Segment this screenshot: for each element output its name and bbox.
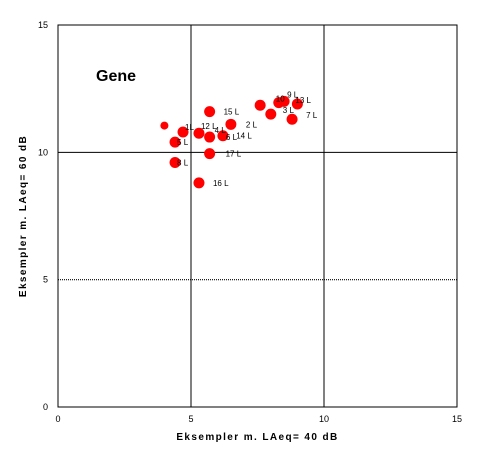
data-point xyxy=(217,130,229,142)
point-label: 8 L xyxy=(177,159,189,168)
point-label: 2 L xyxy=(246,120,258,129)
tick-labels: 0 5 10 15 0 5 10 15 xyxy=(38,20,462,424)
point-label: 7 L xyxy=(306,111,318,120)
x-tick-label: 5 xyxy=(188,414,193,424)
data-point xyxy=(254,99,266,111)
data-point xyxy=(160,121,169,130)
data-point xyxy=(169,157,181,169)
y-axis-title: Eksempler m. LAeq= 60 dB xyxy=(18,135,29,297)
y-tick-label: 15 xyxy=(38,20,48,30)
point-label: 17 L xyxy=(226,150,242,159)
plot-area-frame xyxy=(57,24,458,408)
data-point xyxy=(193,177,205,189)
point-label: 6 L xyxy=(226,133,238,142)
point-label: 3 L xyxy=(283,106,295,115)
chart-title: Gene xyxy=(96,68,136,85)
data-point xyxy=(204,106,216,118)
data-point xyxy=(278,95,290,107)
x-tick-label: 10 xyxy=(319,414,329,424)
data-points xyxy=(160,95,303,189)
point-label: 13 L xyxy=(295,96,311,105)
data-point xyxy=(204,131,216,143)
grid-lines xyxy=(58,25,457,407)
x-tick-label: 0 xyxy=(55,414,60,424)
point-label: 4 L xyxy=(215,126,227,135)
data-point xyxy=(193,127,205,139)
point-label: 10 xyxy=(276,95,285,104)
data-point xyxy=(291,98,303,110)
data-point xyxy=(177,126,189,138)
y-tick-label: 0 xyxy=(43,402,48,412)
data-point xyxy=(169,136,181,148)
point-label: 1L xyxy=(185,123,194,132)
point-label: 12 L xyxy=(201,122,217,131)
y-tick-label: 5 xyxy=(43,275,48,285)
point-labels: 1L 5 L 8 L 16 L 15 L 12 L4 L6 L 17 L 2 L 10 9 L 3 … xyxy=(177,90,318,187)
x-axis-title: Eksempler m. LAeq= 40 dB xyxy=(176,432,338,443)
data-point xyxy=(225,118,237,130)
data-point xyxy=(204,148,216,160)
x-tick-label: 15 xyxy=(452,414,462,424)
y-tick-label: 10 xyxy=(38,147,48,157)
point-label: 14 L xyxy=(236,131,252,140)
point-label: 5 L xyxy=(177,138,189,147)
data-point xyxy=(286,113,298,125)
point-label: 9 L xyxy=(287,90,299,99)
data-point xyxy=(265,108,277,120)
point-label: 16 L xyxy=(213,179,229,188)
point-label: 15 L xyxy=(224,108,240,117)
